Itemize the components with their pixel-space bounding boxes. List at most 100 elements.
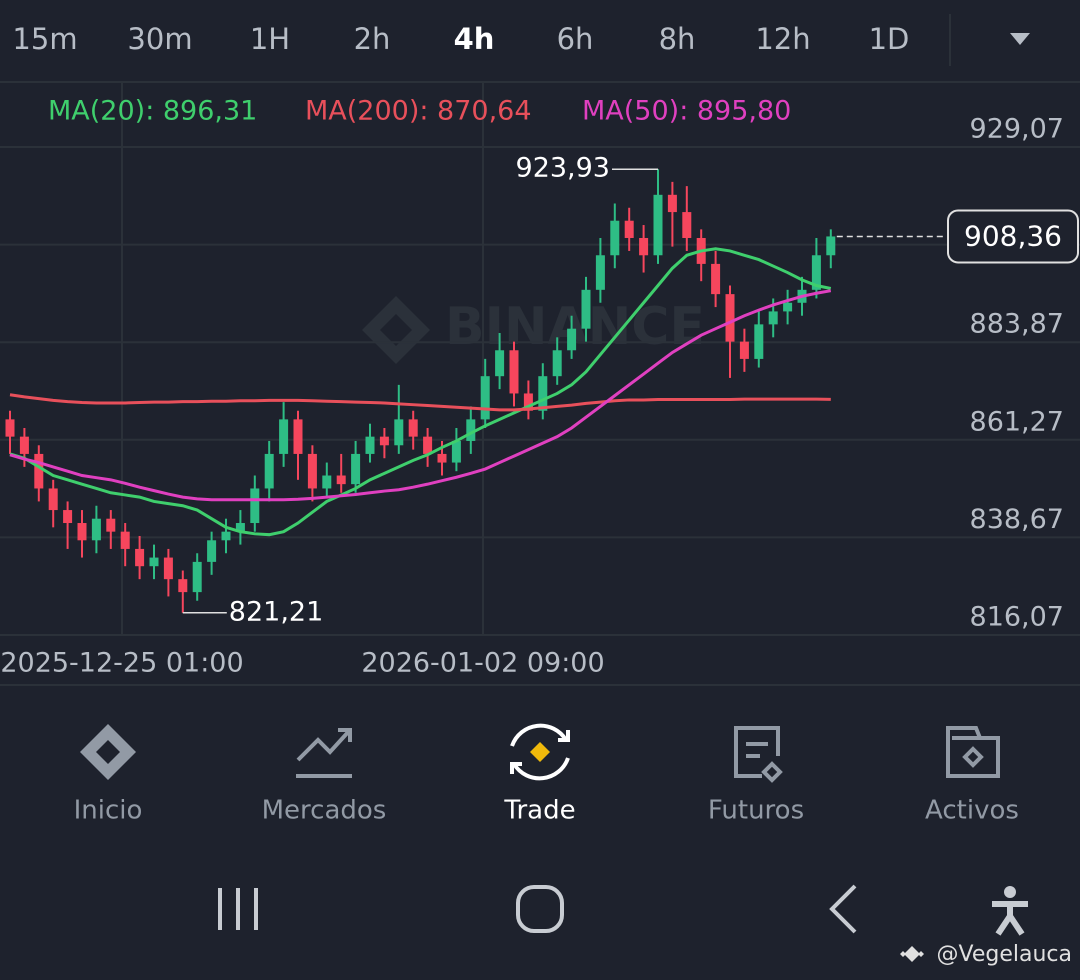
ma-line [9,247,832,537]
candle-body [379,436,389,446]
candle-body [523,393,533,411]
candle-body [423,436,433,454]
credit-logo [900,946,924,962]
candle-body [163,557,173,580]
candle-body [351,453,361,485]
back-button[interactable] [829,884,857,934]
candle-body [135,548,145,567]
candle-body [480,376,490,420]
icon-trade-center [530,742,550,762]
legend-entry: MA(50): 895,80 [582,96,791,127]
candle-body [19,436,29,454]
timeframe-tab[interactable]: 30m [127,22,192,56]
nav-label[interactable]: Mercados [262,796,387,826]
last-price-label: 908,36 [964,219,1062,252]
icon-futures[interactable] [734,726,783,783]
low-label: 821,21 [229,596,323,627]
candle-body [653,194,663,256]
candle-body [768,311,778,325]
candle-body [394,419,404,446]
y-tick-label: 816,07 [970,602,1064,633]
candle-body [5,419,15,437]
candle-body [192,561,202,593]
candle-body [250,488,260,524]
candle-body [711,263,721,295]
candle-body [739,341,749,359]
chart: 929,07906,47883,87861,27838,67816,072025… [0,82,1080,679]
icon-markets[interactable] [296,728,352,778]
candle-body [667,194,677,213]
candle-body [336,475,346,485]
candle-body [826,236,836,256]
candle-body [264,453,274,489]
nav-label[interactable]: Activos [925,796,1019,826]
accessibility-head [1004,886,1016,898]
dropdown-icon[interactable] [1010,33,1030,45]
candle-body [106,518,116,532]
x-tick-label: 2025-12-25 01:00 [0,648,243,679]
timeframe-tab[interactable]: 12h [755,22,810,56]
timeframe-tab[interactable]: 8h [659,22,696,56]
candle-body [811,255,821,290]
watermark-logo [362,296,430,364]
candle-body [178,579,188,593]
candle-body [581,289,591,329]
candle-body [63,510,73,524]
recents-button[interactable] [218,888,258,930]
candle-body [235,523,245,532]
candle-body [538,376,548,411]
timeframe-tab[interactable]: 15m [12,22,77,56]
candle-body [293,419,303,454]
nav-label[interactable]: Inicio [74,796,143,826]
timeframe-tab[interactable]: 1H [250,22,290,56]
candle-body [207,540,217,562]
candle-body [120,531,130,549]
candle-body [682,212,692,238]
candle-body [408,419,418,437]
icon-trade[interactable] [510,723,570,781]
candle-body [610,220,620,256]
y-tick-label: 883,87 [970,309,1064,340]
legend-entry: MA(20): 896,31 [48,96,257,127]
candle-body [639,237,649,256]
y-tick-label: 861,27 [970,406,1064,437]
icon-assets[interactable] [946,726,1000,778]
accessibility-button[interactable] [992,901,1028,936]
candle-body [77,523,87,541]
ma-line [9,289,832,502]
nav-label[interactable]: Trade [503,796,575,826]
candle-body [754,324,764,359]
candle-body [307,453,317,489]
candle-body [567,328,577,351]
candle-body [34,453,44,489]
candle-body [365,436,375,454]
credit: @Vegelauca [937,942,1073,967]
candle-body [495,350,505,377]
candle-body [149,557,159,567]
home-button[interactable] [516,885,564,933]
nav-label[interactable]: Futuros [708,796,804,826]
last-price-box [947,209,1079,264]
candle-body [725,294,735,342]
candle-body [552,350,562,377]
y-tick-label: 929,07 [970,114,1064,145]
timeframe-tab[interactable]: 1D [869,22,910,56]
candle-body [279,419,289,454]
candle-body [509,350,519,394]
candle-body [595,255,605,290]
x-tick-label: 2026-01-02 09:00 [361,648,604,679]
candle-body [48,488,58,511]
candle-body [783,302,793,312]
nav-icons [80,723,1000,783]
timeframe-tab[interactable]: 4h [454,22,495,56]
candle-body [91,518,101,541]
ma-line [9,393,831,412]
timeframe-tab[interactable]: 6h [557,22,594,56]
icon-home[interactable] [80,724,136,780]
candle-body [451,440,461,463]
timeframe-tab[interactable]: 2h [354,22,391,56]
candle-body [466,419,476,441]
